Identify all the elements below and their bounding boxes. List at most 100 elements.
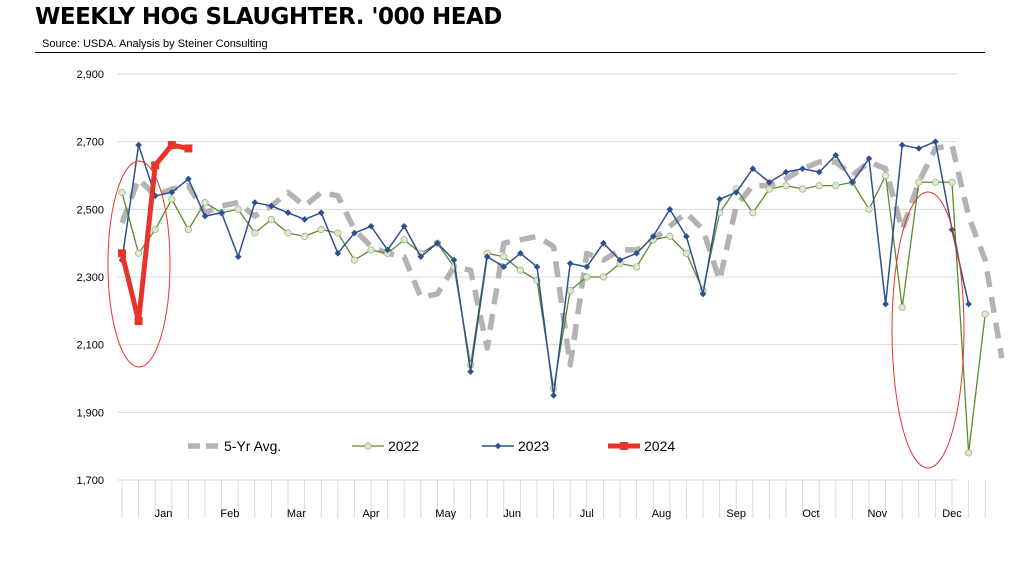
- point-2023: [517, 250, 524, 257]
- point-2023: [500, 263, 508, 271]
- point-2023: [633, 250, 640, 257]
- point-2022: [981, 310, 989, 318]
- legend-label-y2022: 2022: [388, 438, 419, 454]
- point-2023: [666, 206, 674, 213]
- chart-source: Source: USDA. Analysis by Steiner Consul…: [42, 38, 268, 50]
- point-2022: [749, 209, 757, 217]
- point-2022: [168, 195, 176, 203]
- y-tick-label: 2,100: [76, 340, 104, 352]
- point-2023: [749, 165, 757, 173]
- point-2023: [683, 233, 690, 240]
- point-2023: [135, 141, 142, 149]
- point-2023: [699, 290, 707, 298]
- point-2023: [965, 300, 972, 308]
- point-2022: [317, 226, 325, 234]
- point-2022: [234, 205, 242, 213]
- x-month-label: Jan: [155, 508, 173, 520]
- point-2023: [948, 226, 956, 233]
- point-2023: [832, 151, 840, 159]
- point-2023: [882, 300, 889, 308]
- point-2023: [168, 189, 176, 196]
- point-2022: [765, 185, 774, 193]
- x-month-label: Oct: [802, 508, 819, 520]
- y-tick-label: 1,900: [76, 407, 104, 419]
- point-2022: [300, 232, 309, 240]
- point-2022: [516, 266, 525, 274]
- point-2023: [782, 168, 790, 176]
- point-2022: [964, 449, 973, 457]
- point-2023: [566, 260, 574, 267]
- x-month-label: Sep: [726, 508, 746, 520]
- point-2022: [599, 273, 608, 281]
- point-2023: [799, 165, 806, 173]
- point-2023: [284, 209, 292, 217]
- point-2023: [185, 175, 192, 183]
- point-2023: [616, 256, 624, 264]
- point-2022: [184, 226, 192, 234]
- point-2023: [218, 209, 225, 217]
- point-2023: [334, 250, 342, 257]
- axis-layer: 1,700 1,900 2,100 2,300 2,500 2,700 2,900 Jan Fe…: [76, 69, 986, 520]
- point-2023: [849, 178, 856, 186]
- annotation-ellipse-jan: [107, 160, 171, 368]
- point-2022: [334, 229, 342, 237]
- title-divider: [35, 52, 985, 53]
- legend-marker-2023: [494, 442, 502, 450]
- point-2022: [500, 253, 508, 261]
- point-2022: [367, 246, 375, 254]
- point-2023: [251, 199, 259, 206]
- point-2023: [467, 368, 474, 376]
- point-2022: [135, 249, 143, 257]
- legend-label-y2023: 2023: [518, 438, 549, 454]
- x-month-label: Mar: [287, 508, 306, 520]
- point-2022: [948, 178, 956, 186]
- point-2022: [251, 229, 259, 237]
- point-2023: [550, 392, 557, 399]
- point-2022: [583, 273, 591, 281]
- point-2023: [317, 209, 325, 217]
- point-2024: [134, 316, 143, 325]
- point-2023: [384, 246, 391, 254]
- point-2022: [201, 198, 209, 207]
- point-2024: [184, 144, 193, 153]
- point-2024: [118, 249, 126, 258]
- point-2022: [267, 215, 275, 224]
- series-line-y2022: [121, 174, 986, 454]
- point-2023: [151, 192, 159, 200]
- point-2023: [932, 138, 939, 145]
- point-2022: [931, 178, 940, 186]
- point-2024: [151, 161, 160, 170]
- point-2022: [151, 226, 159, 234]
- point-2022: [566, 286, 574, 295]
- x-month-label: Apr: [362, 508, 379, 520]
- annotation-layer: [107, 160, 965, 469]
- x-month-label: May: [435, 508, 456, 520]
- x-month-label: Jul: [580, 508, 594, 520]
- annotation-ellipse-dec: [891, 191, 965, 469]
- y-tick-label: 1,700: [76, 475, 104, 487]
- point-2023: [434, 239, 441, 247]
- series-line-y2023: [121, 140, 970, 397]
- y-tick-label: 2,900: [76, 69, 104, 81]
- x-month-label: Dec: [942, 508, 962, 520]
- point-2022: [666, 232, 674, 240]
- point-2022: [881, 171, 890, 180]
- x-month-label: Feb: [220, 508, 239, 520]
- legend-layer: 5-Yr Avg. 2022 2023 2024: [188, 438, 675, 454]
- point-2022: [350, 256, 358, 264]
- point-2023: [201, 212, 209, 220]
- point-2024: [167, 141, 176, 150]
- point-2023: [483, 253, 491, 260]
- point-2023: [268, 202, 275, 210]
- legend-label-y2024: 2024: [644, 438, 675, 454]
- x-month-label: Aug: [652, 508, 672, 520]
- point-2022: [898, 303, 906, 312]
- y-tick-label: 2,500: [76, 204, 104, 216]
- point-2023: [815, 168, 823, 176]
- legend-marker-2024: [620, 442, 628, 450]
- point-2022: [782, 182, 790, 190]
- legend-marker-2022: [364, 442, 372, 450]
- x-month-label: Nov: [868, 508, 888, 520]
- point-2022: [284, 229, 292, 237]
